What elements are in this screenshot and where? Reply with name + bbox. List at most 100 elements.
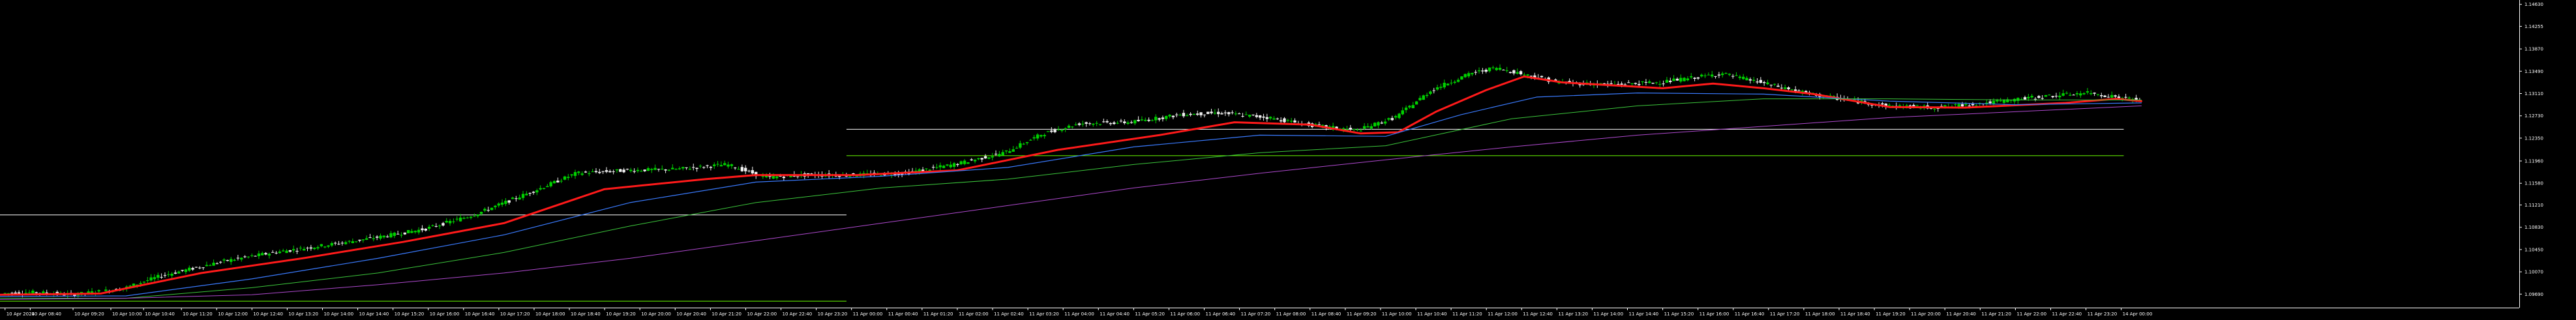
candle-body	[1717, 74, 1721, 76]
candle-body	[1064, 128, 1067, 130]
candle-body	[1383, 121, 1387, 124]
candle-body	[188, 267, 191, 271]
candle-body	[1032, 137, 1036, 139]
candle-body	[35, 292, 38, 293]
candle-body	[744, 167, 747, 171]
candle-body	[1467, 73, 1471, 77]
candle-body	[494, 205, 497, 207]
candle-body	[316, 247, 320, 249]
candle-body	[2065, 93, 2069, 94]
candle-body	[1724, 73, 1728, 74]
candle-body	[521, 194, 525, 198]
candle-body	[1025, 142, 1029, 143]
candle-body	[719, 165, 723, 167]
candle-body	[1362, 126, 1366, 129]
series-ma-long	[0, 105, 2142, 300]
x-tick-label: 11 Apr 08:00	[1276, 312, 1306, 317]
candle-body	[966, 162, 970, 164]
candle-body	[149, 277, 153, 281]
candle-body	[1418, 98, 1422, 100]
candle-body	[991, 156, 994, 158]
candle-body	[1477, 70, 1481, 72]
candle-body	[1898, 105, 1902, 107]
candle-body	[1745, 78, 1748, 81]
candle-body	[1373, 123, 1377, 126]
candle-body	[1669, 80, 1672, 82]
candle-body	[1328, 126, 1332, 128]
candle-body	[1241, 116, 1244, 117]
candle-body	[900, 173, 904, 175]
candle-body	[128, 285, 132, 287]
candle-body	[1439, 87, 1443, 88]
candle-body	[755, 171, 758, 177]
candle-body	[980, 158, 983, 160]
candle-body	[1992, 100, 1996, 104]
candle-body	[1801, 91, 1805, 93]
candle-body	[1700, 74, 1703, 77]
candle-body	[963, 160, 966, 164]
candle-body	[275, 252, 278, 254]
candle-body	[170, 273, 173, 276]
candle-body	[1957, 104, 1960, 108]
candle-body	[1690, 76, 1693, 78]
x-tick-label: 10 Apr 14:00	[323, 312, 353, 317]
candle-body	[1728, 74, 1731, 75]
candle-body	[1766, 82, 1769, 85]
x-tick-label: 11 Apr 20:40	[1946, 312, 1976, 317]
candle-body	[1644, 81, 1648, 83]
candle-body	[288, 250, 292, 252]
candle-body	[1759, 80, 1763, 83]
candle-body	[1171, 115, 1175, 117]
x-tick-label: 11 Apr 07:20	[1241, 312, 1271, 317]
candle-body	[1255, 115, 1259, 117]
candle-body	[1345, 129, 1349, 131]
candle-body	[1019, 143, 1022, 148]
candle-body	[497, 203, 500, 206]
x-tick-label: 11 Apr 13:20	[1558, 312, 1588, 317]
candle-body	[2016, 98, 2020, 101]
x-tick-label: 10 Apr 12:40	[253, 312, 283, 317]
candle-body	[542, 188, 546, 189]
candle-body	[956, 164, 959, 166]
candle-body	[1133, 120, 1137, 124]
candle-body	[789, 175, 792, 178]
candle-body	[914, 170, 918, 172]
x-tick-label: 11 Apr 11:20	[1452, 312, 1482, 317]
candle-body	[580, 173, 584, 175]
candle-body	[1696, 77, 1700, 79]
x-tick-label: 10 Apr 10:00	[112, 312, 142, 317]
candle-body	[1519, 71, 1523, 74]
candle-body	[368, 237, 372, 239]
candle-body	[1116, 123, 1119, 124]
x-tick-label: 10 Apr 16:00	[430, 312, 460, 317]
candle-body	[1001, 152, 1004, 156]
candle-body	[230, 259, 233, 262]
x-tick-label: 11 Apr 03:20	[1029, 312, 1059, 317]
candle-body	[761, 175, 765, 177]
x-tick-label: 11 Apr 19:20	[1876, 312, 1906, 317]
series-ma-slow	[0, 98, 2142, 299]
candle-body	[723, 163, 726, 166]
candle-body	[552, 181, 556, 184]
y-tick-label: 1.11960	[2524, 159, 2543, 164]
candle-body	[1262, 116, 1265, 118]
candle-body	[1540, 76, 1544, 78]
candle-body	[403, 232, 406, 235]
candle-body	[2009, 100, 2013, 101]
candle-body	[1617, 83, 1620, 85]
candle-body	[765, 175, 768, 178]
candle-body	[1356, 129, 1359, 130]
candle-body	[483, 209, 487, 211]
candle-body	[1804, 91, 1808, 93]
candle-body	[2106, 96, 2110, 98]
candle-body	[302, 248, 306, 251]
x-tick-label: 11 Apr 04:40	[1100, 312, 1130, 317]
candle-body	[2069, 95, 2072, 96]
candle-body	[285, 250, 288, 254]
candle-body	[240, 257, 243, 260]
candle-body	[1641, 81, 1644, 83]
candle-body	[615, 169, 619, 171]
candle-body	[928, 169, 931, 171]
candle-body	[848, 175, 852, 177]
candle-body	[893, 173, 897, 176]
